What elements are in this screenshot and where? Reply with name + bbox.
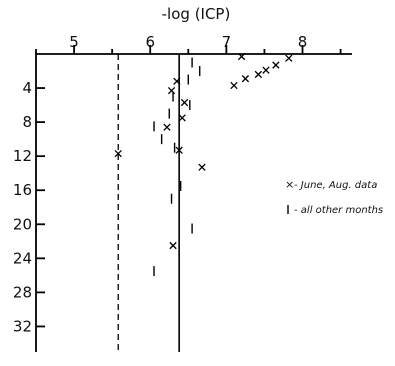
data-point-x-stroke xyxy=(272,61,280,69)
x-tick-label: 6 xyxy=(145,33,155,51)
data-point-x-stroke xyxy=(114,149,122,158)
data-point-x-stroke xyxy=(175,146,183,154)
data-point-x xyxy=(173,77,181,85)
data-point-x xyxy=(163,123,171,131)
data-point-x xyxy=(180,98,189,107)
data-point-x xyxy=(169,241,177,250)
y-tick-label: 12 xyxy=(13,147,32,165)
data-point-x xyxy=(230,81,238,90)
data-point-x-stroke xyxy=(198,163,206,171)
data-point-x xyxy=(254,70,263,79)
data-point-x-stroke xyxy=(241,75,250,83)
data-point-x xyxy=(178,114,186,122)
data-point-x xyxy=(114,149,122,158)
data-point-x-stroke xyxy=(178,114,186,122)
y-tick-label: 16 xyxy=(13,181,32,199)
data-point-x-stroke xyxy=(173,77,181,85)
data-point-x xyxy=(175,146,183,154)
data-point-x-stroke xyxy=(254,70,263,79)
y-tick-label: 4 xyxy=(22,79,32,97)
data-point-x xyxy=(272,61,280,69)
x-tick-label: 8 xyxy=(298,33,308,51)
data-point-x xyxy=(241,75,250,83)
legend-label-june-aug: - June, Aug. data xyxy=(294,180,377,191)
reference-lines xyxy=(117,54,180,352)
x-tick-label: 5 xyxy=(69,33,79,51)
legend-label-other-months: - all other months xyxy=(294,205,383,216)
data-point-x-stroke xyxy=(180,98,189,107)
data-point-x-stroke xyxy=(237,52,246,61)
data-point-x xyxy=(285,54,293,62)
data-point-x-stroke xyxy=(285,54,293,62)
legend-x-marker: × xyxy=(285,178,294,191)
y-tick-label: 8 xyxy=(22,113,32,131)
data-point-x xyxy=(237,52,246,61)
y-tick-label: 28 xyxy=(13,283,32,301)
y-tick-label: 20 xyxy=(13,215,32,233)
chart-marks xyxy=(114,52,293,277)
x-tick-label: 7 xyxy=(222,33,232,51)
data-point-x-stroke xyxy=(262,66,270,74)
chart-axes: 5 6 7 8 4 8 12 16 20 24 28 32 xyxy=(13,33,352,352)
y-tick-label: 32 xyxy=(13,317,32,335)
y-tick-label: 24 xyxy=(13,249,32,267)
data-point-x-stroke xyxy=(169,241,177,250)
data-point-x xyxy=(198,163,206,171)
legend: × - June, Aug. data - all other months xyxy=(285,178,383,216)
data-point-x-stroke xyxy=(230,81,238,90)
data-point-x-stroke xyxy=(167,86,176,95)
data-point-x xyxy=(262,66,270,74)
x-axis-title: -log (ICP) xyxy=(162,5,231,23)
data-point-x-stroke xyxy=(163,123,171,131)
data-point-x xyxy=(167,86,176,95)
